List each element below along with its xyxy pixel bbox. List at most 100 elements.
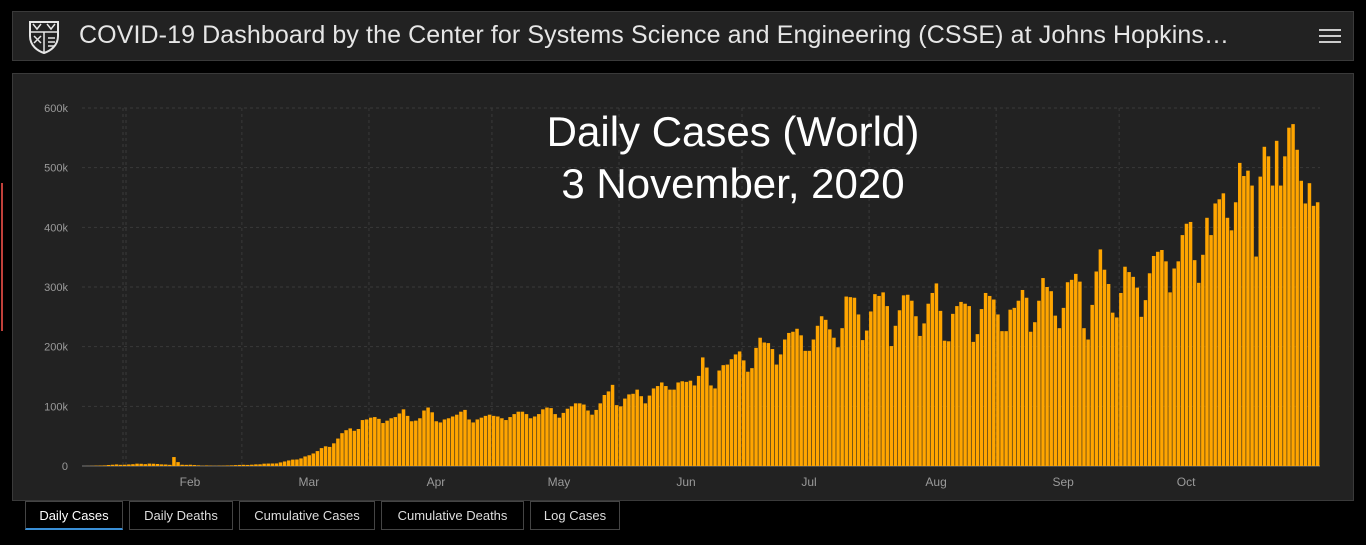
bar (971, 341, 976, 466)
bar (1307, 183, 1312, 466)
bar (893, 325, 898, 466)
x-tick-label: May (548, 475, 571, 489)
bar (852, 297, 857, 466)
bar (237, 464, 242, 466)
bar (664, 386, 668, 466)
bar (840, 328, 844, 466)
bar (471, 422, 475, 466)
bar (1274, 140, 1279, 466)
bar (975, 334, 980, 466)
bar (455, 414, 459, 466)
bar (799, 335, 803, 466)
bar (368, 417, 373, 466)
bar (196, 465, 201, 466)
bar (713, 388, 717, 466)
bar (639, 396, 644, 466)
bar (832, 337, 836, 466)
bar (340, 433, 344, 466)
bar (250, 464, 254, 466)
bar (245, 464, 250, 466)
bar (500, 418, 504, 466)
x-tick-label: Jul (801, 475, 816, 489)
bar (619, 406, 623, 466)
bar (434, 421, 439, 466)
bar (377, 418, 381, 466)
bar (135, 463, 139, 466)
x-tick-label: Jun (676, 475, 695, 489)
bar (151, 463, 156, 466)
bar (483, 415, 488, 466)
bar (299, 458, 303, 466)
bar (401, 409, 406, 466)
bar (282, 461, 287, 466)
y-tick-label: 400k (44, 222, 68, 234)
bar (828, 329, 832, 466)
bar (918, 335, 922, 466)
tab-daily-cases[interactable]: Daily Cases (25, 501, 123, 530)
bar (381, 423, 385, 466)
bar (1049, 291, 1053, 466)
bar (836, 347, 840, 466)
bar (651, 388, 656, 466)
bar (327, 446, 332, 466)
bar (1024, 297, 1029, 466)
tab-daily-deaths[interactable]: Daily Deaths (129, 501, 233, 530)
bar (450, 416, 455, 466)
bar (926, 303, 930, 466)
bar (1233, 202, 1238, 466)
bar (881, 292, 885, 466)
tab-log-cases[interactable]: Log Cases (530, 501, 620, 530)
bar (877, 295, 881, 466)
y-tick-label: 200k (44, 342, 68, 354)
bar (795, 328, 799, 466)
bar (1295, 149, 1299, 466)
bar (848, 297, 853, 466)
hamburger-menu-icon[interactable] (1319, 25, 1341, 45)
bar (1250, 185, 1254, 466)
bar (631, 393, 635, 466)
bar (614, 405, 619, 466)
bar (1156, 251, 1160, 466)
bar (512, 414, 516, 466)
daily-cases-chart: 0 100k 200k 300k 400k 500k 600k Feb Mar Apr May Jun… (44, 103, 1320, 489)
bar (955, 306, 959, 466)
bar (1172, 268, 1176, 466)
bar (688, 380, 693, 466)
bar (184, 464, 188, 466)
bar (418, 418, 422, 466)
bar (1147, 273, 1152, 466)
bar (910, 300, 914, 466)
bar (1127, 272, 1131, 466)
y-tick-label: 0 (62, 461, 68, 473)
bar (1065, 282, 1070, 466)
bar (733, 354, 738, 466)
bar (598, 403, 603, 466)
bar (717, 370, 721, 466)
tab-cumulative-deaths[interactable]: Cumulative Deaths (381, 501, 524, 530)
bar (823, 319, 828, 466)
bar (934, 283, 939, 466)
tab-cumulative-cases[interactable]: Cumulative Cases (239, 501, 375, 530)
bar (364, 419, 369, 466)
bar (1106, 284, 1111, 466)
bar (1299, 180, 1303, 466)
bar (610, 384, 615, 466)
bar (438, 422, 443, 466)
bar (819, 316, 824, 466)
y-tick-label: 600k (44, 103, 68, 115)
bar (549, 408, 553, 466)
bar (159, 464, 164, 466)
y-tick-label: 500k (44, 163, 68, 175)
bar (393, 417, 398, 466)
bar (1074, 273, 1078, 466)
bar (1020, 289, 1025, 466)
bar (762, 342, 766, 466)
bar (787, 332, 791, 466)
bar (541, 409, 545, 466)
bar (553, 414, 557, 466)
bar (118, 464, 123, 466)
bar (1057, 328, 1062, 466)
bar (180, 464, 184, 466)
bar (295, 459, 299, 466)
bar (811, 339, 816, 466)
